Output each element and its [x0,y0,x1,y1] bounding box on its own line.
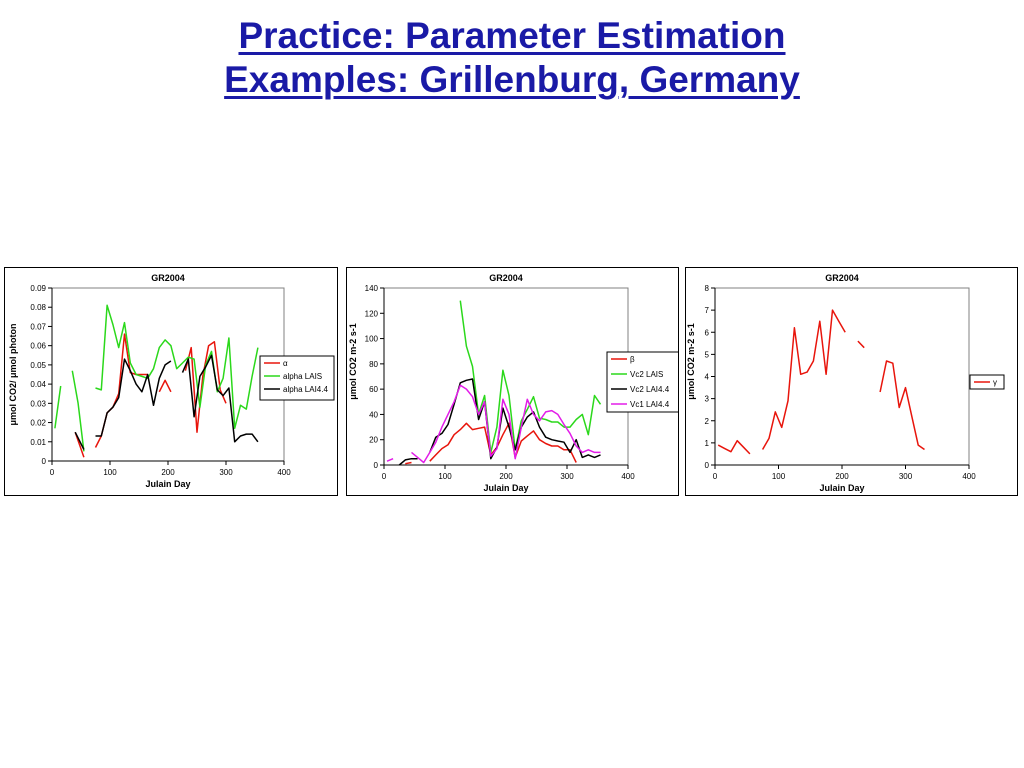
plot-area [383,287,629,466]
y-tick-label: 0 [374,461,379,470]
legend-label: Vc1 LAI4.4 [630,400,670,409]
y-tick-label: 0.01 [30,438,46,447]
y-axis-label: μmol CO2 m-2 s-1 [348,323,358,400]
x-axis-label: Julain Day [483,483,528,493]
x-tick-label: 0 [382,472,387,481]
y-tick-label: 0.04 [30,380,46,389]
legend-label: alpha LAIS [283,372,322,381]
chart-alpha: GR2004 0 0.01 0.02 0.03 0.04 0.05 0.06 0.07 0.08 0… [4,267,338,496]
chart-beta-vc: GR2004 0 20 40 60 80 100 120 140 0 100 200 300 400 Jul… [346,267,679,496]
y-axis-label: μmol CO2/ μmol photon [8,323,18,425]
y-tick-label: 40 [369,410,378,419]
x-tick-label: 400 [277,468,291,477]
x-axis-label: Julain Day [145,479,190,489]
chart-svg: GR2004 0 0.01 0.02 0.03 0.04 0.05 0.06 0.07 0.08 0… [8,273,335,489]
y-tick-label: 6 [705,328,710,337]
plot-area [714,287,970,466]
y-tick-label: 120 [365,309,379,318]
chart-title: GR2004 [825,273,859,283]
y-tick-label: 2 [705,417,710,426]
x-tick-label: 300 [899,472,913,481]
y-tick-label: 0 [42,457,47,466]
y-tick-label: 60 [369,385,378,394]
x-tick-label: 400 [962,472,976,481]
y-tick-label: 0.09 [30,284,46,293]
legend-label: γ [993,378,997,387]
x-tick-label: 200 [499,472,513,481]
y-tick-label: 100 [365,335,379,344]
y-axis-label: μmol CO2 m-2 s-1 [686,323,696,400]
x-tick-label: 300 [560,472,574,481]
chart-svg: GR2004 0 20 40 60 80 100 120 140 0 100 200 300 400 Jul… [348,273,678,493]
series-line-0 [74,333,227,458]
x-tick-label: 100 [103,468,117,477]
y-tick-label: 4 [705,373,710,382]
legend-label: α [283,359,288,368]
chart-title: GR2004 [489,273,523,283]
y-tick-label: 7 [705,306,710,315]
chart-title: GR2004 [151,273,185,283]
x-tick-label: 200 [835,472,849,481]
y-tick-label: 3 [705,395,710,404]
legend-label: β [630,355,635,364]
chart-svg: GR2004 0 1 2 3 4 5 6 7 8 0 100 200 300 400 Julain Day μm… [686,273,1005,493]
x-tick-label: 100 [438,472,452,481]
slide-title-line1: Practice: Parameter Estimation [238,15,786,56]
chart-gamma: GR2004 0 1 2 3 4 5 6 7 8 0 100 200 300 400 Julain Day μm… [685,267,1018,496]
legend-box [606,351,678,413]
y-tick-label: 0.06 [30,342,46,351]
x-tick-label: 300 [219,468,233,477]
y-tick-label: 8 [705,284,710,293]
x-tick-label: 0 [50,468,55,477]
y-tick-label: 1 [705,439,710,448]
series-line-0 [405,422,577,465]
plot-area [51,287,285,462]
x-tick-label: 100 [772,472,786,481]
x-tick-label: 200 [161,468,175,477]
y-tick-label: 5 [705,350,710,359]
y-tick-label: 140 [365,284,379,293]
series-line-3 [386,384,601,464]
slide-title: Practice: Parameter Estimation Examples:… [0,14,1024,102]
y-tick-label: 0.03 [30,399,46,408]
legend-label: Vc2 LAI4.4 [630,385,670,394]
x-axis-label: Julain Day [819,483,864,493]
series-line-0 [717,309,925,455]
y-tick-label: 80 [369,360,378,369]
y-tick-label: 0 [705,461,710,470]
legend-label: alpha LAI4.4 [283,385,328,394]
y-tick-label: 0.05 [30,361,46,370]
series-line-1 [54,304,259,452]
series-line-1 [459,300,602,454]
slide-title-line2: Examples: Grillenburg, Germany [224,59,800,100]
y-tick-label: 0.07 [30,322,46,331]
series-line-2 [74,354,259,450]
x-tick-label: 400 [621,472,635,481]
y-tick-label: 0.08 [30,303,46,312]
y-tick-label: 20 [369,436,378,445]
y-tick-label: 0.02 [30,419,46,428]
x-tick-label: 0 [713,472,718,481]
legend-label: Vc2 LAIS [630,370,663,379]
